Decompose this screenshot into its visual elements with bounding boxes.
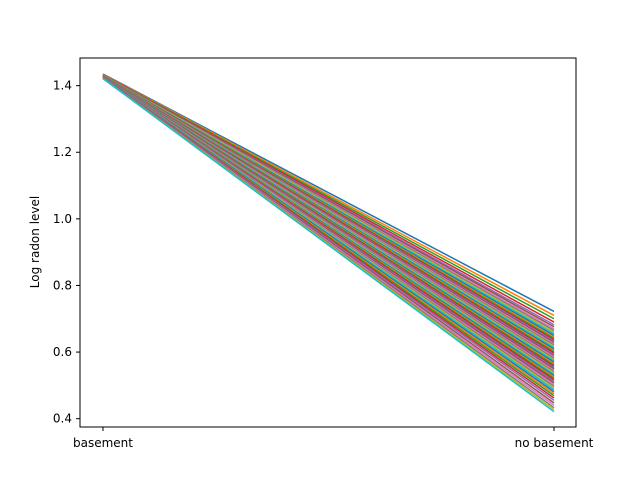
- x-tick-label: basement: [73, 436, 133, 450]
- y-axis: 0.4 0.6 0.8 1.0 1.2 1.4: [53, 79, 80, 426]
- y-tick-label: 1.2: [53, 145, 72, 159]
- y-tick-label: 1.4: [53, 79, 72, 93]
- y-tick-label: 1.0: [53, 212, 72, 226]
- series-lines: [102, 73, 555, 413]
- y-tick-label: 0.4: [53, 412, 72, 426]
- x-axis: basement no basement: [73, 427, 594, 450]
- y-tick-label: 0.6: [53, 345, 72, 359]
- x-tick-label: no basement: [515, 436, 594, 450]
- y-axis-label: Log radon level: [28, 196, 42, 288]
- y-tick-label: 0.8: [53, 278, 72, 292]
- plot-frame: [79, 57, 577, 428]
- series-line: [102, 78, 555, 413]
- series-line: [102, 73, 555, 313]
